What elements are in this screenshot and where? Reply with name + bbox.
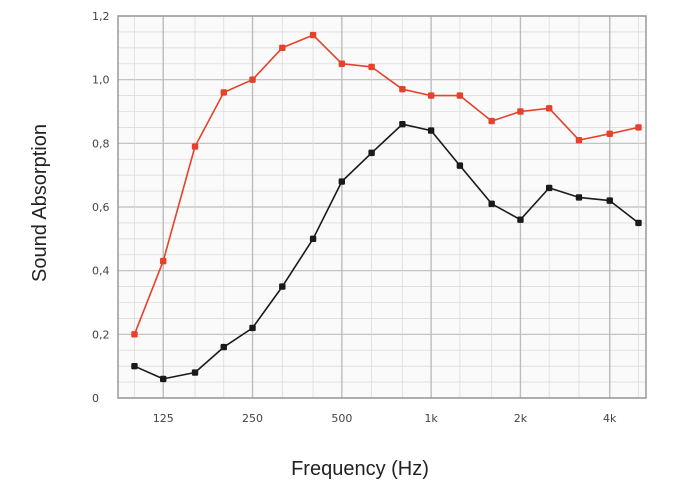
- series-2-point: [368, 149, 375, 157]
- series-2-point: [635, 219, 642, 227]
- series-line-1: [133, 34, 639, 335]
- series-1-point: [338, 60, 346, 67]
- series-2-point: [399, 121, 406, 128]
- series-1-point: [160, 257, 167, 265]
- series-line-2: [134, 123, 639, 380]
- x-tick-label: 4k: [603, 412, 617, 425]
- series-1-point: [575, 136, 583, 144]
- x-tick-label: 125: [153, 412, 174, 425]
- series-2-point: [606, 197, 613, 204]
- series-1-point: [635, 124, 642, 131]
- data-series: [131, 31, 642, 383]
- series-2-point: [517, 216, 524, 223]
- series-1-point: [191, 143, 199, 150]
- series-2-point: [338, 178, 346, 185]
- y-tick-label: 0,2: [92, 328, 110, 341]
- series-1-point: [279, 44, 286, 52]
- series-2-point: [131, 362, 138, 370]
- x-tick-label: 1k: [424, 412, 438, 425]
- series-2-point: [279, 283, 286, 290]
- x-tick-label: 250: [242, 412, 263, 425]
- series-1-point: [517, 108, 524, 115]
- series-1-point: [488, 117, 495, 125]
- series-1-point: [131, 331, 138, 338]
- series-1-point: [220, 89, 227, 96]
- series-1-point: [249, 76, 256, 83]
- y-axis-title: Sound Absorption: [29, 124, 51, 282]
- series-1-point: [368, 63, 375, 71]
- y-tick-label: 1,0: [92, 74, 110, 87]
- y-axis-ticks: 0 0,2 0,4 0,6 0,8 1,0 1,2: [92, 10, 110, 405]
- x-tick-label: 2k: [514, 412, 528, 425]
- series-1-point: [309, 31, 317, 39]
- series-2-point: [249, 324, 256, 332]
- series-2-point: [456, 162, 464, 169]
- x-axis-title: Frequency (Hz): [291, 458, 429, 480]
- series-2-point: [575, 194, 583, 201]
- series-1-point: [427, 92, 435, 99]
- y-tick-label: 0: [92, 392, 99, 405]
- x-axis-ticks: 125 250 500 1k 2k 4k: [153, 412, 617, 425]
- series-2-point: [488, 200, 495, 208]
- series-2-point: [545, 184, 553, 192]
- series-1-point: [399, 86, 406, 93]
- series-1-point: [545, 105, 553, 112]
- y-tick-label: 1,2: [92, 10, 110, 23]
- series-2-point: [427, 127, 435, 134]
- series-2-point: [309, 235, 317, 243]
- series-2-point: [191, 369, 199, 376]
- y-tick-label: 0,4: [92, 265, 110, 278]
- x-tick-label: 500: [331, 412, 352, 425]
- series-1-point: [606, 130, 613, 137]
- grid: [118, 15, 646, 399]
- series-1-point: [456, 92, 464, 99]
- y-tick-label: 0,6: [92, 201, 110, 214]
- plot-frame: [117, 15, 647, 399]
- y-tick-label: 0,8: [92, 137, 110, 150]
- series-2-point: [220, 343, 227, 351]
- series-2-point: [160, 375, 167, 383]
